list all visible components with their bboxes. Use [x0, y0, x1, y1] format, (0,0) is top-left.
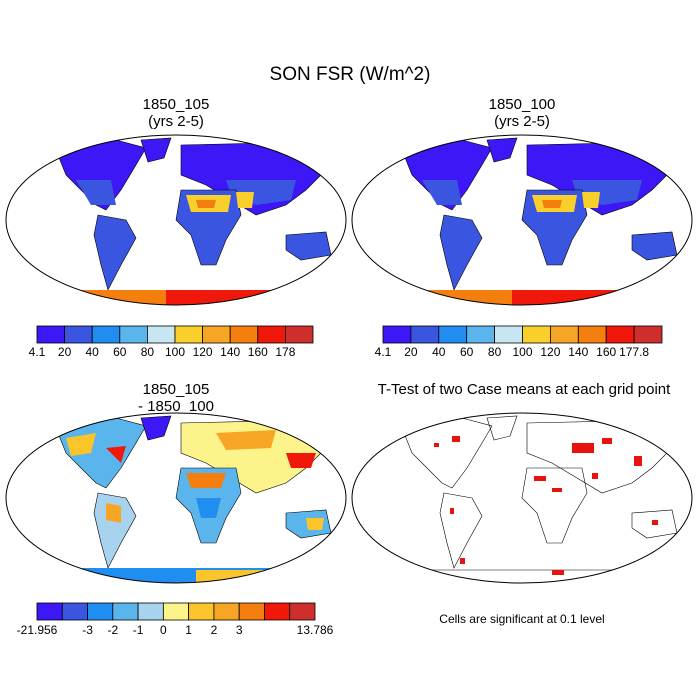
colorbar-swatch — [522, 325, 551, 344]
colorbar-swatch — [162, 602, 190, 621]
colorbar-swatch — [577, 325, 607, 344]
colorbar-tick-label: 100 — [164, 345, 186, 359]
colorbar-swatch — [213, 602, 240, 621]
panel-3-title-line2: - 1850_100 — [138, 398, 214, 415]
colorbar-swatch — [257, 325, 286, 344]
colorbar-swatch — [146, 325, 176, 344]
colorbar-tick-label: 20 — [404, 345, 418, 359]
colorbar-tick-label: 100 — [512, 345, 533, 359]
colorbar-swatch — [61, 602, 88, 621]
colorbar-swatch — [188, 602, 215, 621]
map-panel-2 — [351, 134, 693, 306]
colorbar-swatch — [229, 325, 259, 344]
colorbar-tick-label: 40 — [85, 345, 99, 359]
colorbar-2-labels: 4.1 20 40 60 80 100 120 140 160 177.8 — [0, 345, 700, 361]
footnote: Cells are significant at 0.1 level — [439, 612, 605, 626]
colorbar-tick-label: 120 — [540, 345, 561, 359]
colorbar-tick-label: 0 — [160, 623, 167, 637]
colorbar-1-labels: 4.1 20 40 60 80 100 120 140 160 178 — [0, 345, 700, 361]
colorbar-swatch — [466, 325, 496, 344]
colorbar-tick-label: 120 — [192, 345, 213, 359]
map-panel-1 — [5, 134, 347, 306]
map-panel-4 — [351, 412, 693, 584]
panel-4-title-line1: T-Test of two Case means at each grid po… — [377, 381, 671, 398]
colorbar-swatch — [494, 325, 523, 344]
panel-3-title-line1: 1850_105 — [142, 381, 210, 398]
panel-3-title: 1850_105 - 1850_100 — [16, 381, 336, 415]
colorbar-swatch — [36, 325, 66, 344]
colorbar-tick-label: 20 — [57, 345, 72, 359]
colorbar-swatch — [174, 325, 204, 344]
colorbar-swatch — [112, 602, 139, 621]
colorbar-swatch — [36, 602, 63, 621]
colorbar-swatch — [119, 325, 148, 344]
colorbar-tick-label: 80 — [140, 345, 155, 359]
panel-1-title-line2: (yrs 2-5) — [148, 113, 204, 130]
colorbar-swatch — [410, 325, 440, 344]
panel-2-title-line1: 1850_100 — [488, 96, 556, 113]
colorbar-tick-label: 2 — [210, 623, 218, 637]
colorbar-tick-label: 160 — [596, 345, 617, 359]
colorbar-swatch — [605, 325, 635, 344]
colorbar-tick-label: 60 — [460, 345, 474, 359]
colorbar-tick-label: 4.1 — [28, 345, 46, 359]
colorbar-tick-label: 3 — [235, 623, 243, 637]
significant-cells — [434, 436, 658, 575]
colorbar-tick-label: -21.956 — [16, 623, 58, 637]
colorbar-swatch — [202, 325, 231, 344]
main-title: SON FSR (W/m^2) — [269, 64, 431, 85]
colorbar-swatch — [91, 325, 121, 344]
colorbar-3-labels: -21.956 -3 -2 -1 0 1 2 3 13.786 — [0, 623, 700, 639]
colorbar-1 — [36, 325, 314, 344]
colorbar-tick-label: 4.1 — [374, 345, 392, 359]
colorbar-tick-label: 178 — [275, 345, 296, 359]
colorbar-swatch — [289, 602, 316, 621]
colorbar-swatch — [238, 602, 265, 621]
colorbar-swatch — [87, 602, 114, 621]
colorbar-tick-label: 80 — [487, 345, 502, 359]
panel-4-title: T-Test of two Case means at each grid po… — [356, 381, 692, 398]
colorbar-tick-label: 40 — [432, 345, 446, 359]
colorbar-swatch — [284, 325, 314, 344]
colorbar-swatch — [633, 325, 663, 344]
colorbar-swatch — [137, 602, 164, 621]
panel-1-title-line1: 1850_105 — [142, 96, 210, 113]
map-panel-3 — [5, 412, 347, 584]
panel-2-title-line2: (yrs 2-5) — [494, 113, 550, 130]
colorbar-tick-label: 177.8 — [619, 345, 650, 359]
colorbar-tick-label: -3 — [82, 623, 93, 637]
panel-2-title: 1850_100 (yrs 2-5) — [362, 96, 682, 130]
colorbar-tick-label: 1 — [185, 623, 192, 637]
colorbar-tick-label: -1 — [132, 623, 144, 637]
colorbar-swatch — [550, 325, 579, 344]
colorbar-swatch — [64, 325, 93, 344]
colorbar-3 — [36, 602, 316, 621]
colorbar-tick-label: 160 — [247, 345, 268, 359]
colorbar-tick-label: 140 — [220, 345, 241, 359]
colorbar-tick-label: 13.786 — [296, 623, 334, 637]
colorbar-swatch — [264, 602, 291, 621]
colorbar-tick-label: 60 — [113, 345, 127, 359]
colorbar-swatch — [382, 325, 412, 344]
panel-1-title: 1850_105 (yrs 2-5) — [16, 96, 336, 130]
colorbar-2 — [382, 325, 663, 344]
colorbar-tick-label: -2 — [107, 623, 119, 637]
colorbar-swatch — [438, 325, 468, 344]
colorbar-tick-label: 140 — [568, 345, 589, 359]
